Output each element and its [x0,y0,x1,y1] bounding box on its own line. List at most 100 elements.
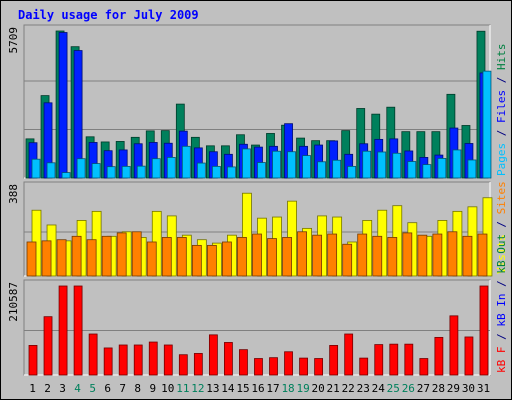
bar-kb-f [118,344,128,376]
bar-sites [131,231,142,277]
bar-sites [146,241,157,277]
x-tick-label: 10 [161,382,174,395]
x-tick-label: 25 [387,382,400,395]
bar-kb-f [449,315,459,376]
bar-sites [116,232,127,277]
x-tick-label: 5 [89,382,96,395]
bar-sites [327,233,338,277]
bar-kb-f [43,316,53,376]
bar-kb-f [464,336,474,376]
x-tick-label: 3 [59,382,66,395]
legend-part: kB In [495,294,508,327]
legend-label: kB F / kB In / kB Out [495,234,508,373]
bar-kb-f [404,343,414,376]
panel-kbytes: 210587 kB F / kB In / kB Out [7,234,508,376]
x-tick-label: 27 [417,382,430,395]
x-tick-label: 24 [372,382,386,395]
x-tick-label: 15 [236,382,249,395]
bar-pages [377,151,387,179]
bar-sites [206,244,217,277]
bar-pages [76,158,86,179]
bar-pages [31,158,41,179]
x-tick-label: 18 [281,382,294,395]
bar-kb-f [284,351,293,376]
bar-sites [477,233,488,277]
bar-files [58,32,68,179]
x-tick-label: 1 [29,382,36,395]
legend-part: Hits [495,44,508,71]
bar-pages [407,161,417,179]
x-tick-label: 29 [447,382,460,395]
bar-pages [181,145,191,179]
bar-pages [272,150,281,179]
legend-part: / [495,327,508,347]
bar-pages [302,155,311,179]
bar-pages [467,159,477,179]
bar-kb-f [73,285,83,376]
bar-pages [332,159,342,179]
bar-sites [372,235,383,277]
x-tick-label: 9 [149,382,156,395]
bar-kb-f [479,285,489,376]
bar-sites [357,233,368,277]
bar-kb-f [163,344,173,376]
panel-hits-files-pages: 5709 Pages / Files / Hits [7,24,508,179]
bar-pages [287,151,296,179]
bar-kb-f [178,354,188,376]
x-tick-label: 21 [327,382,340,395]
bar-kb-f [88,333,98,376]
bar-kb-f [389,343,399,376]
bar-kb-f [359,357,369,376]
legend-part: / [495,70,508,90]
bar-pages [257,162,266,179]
bar-pages [211,166,221,179]
legend-part: Sites [495,181,508,214]
legend-part: / [495,274,508,294]
bar-kb-f [133,344,143,376]
bar-sites [86,239,97,277]
bar-pages [166,157,176,179]
bar-sites [267,238,277,277]
bar-sites [252,233,262,277]
x-tick-label: 6 [104,382,111,395]
bar-pages [46,162,56,179]
bar-sites [101,235,112,277]
bar-kb-f [193,353,203,376]
panel-visits-sites: 388 Visits / Sites [7,181,508,277]
legend-part: kB F [495,347,508,374]
x-tick-label: 26 [402,382,415,395]
x-tick-label: 12 [191,382,204,395]
bar-kb-f [239,349,248,376]
x-tick-label: 17 [266,382,279,395]
bar-pages [347,166,357,179]
bar-kb-f [224,342,233,376]
x-tick-label: 11 [176,382,189,395]
y-axis-max-label: 210587 [7,282,20,322]
chart-panels: 5709 Pages / Files / Hits 388 Visits / Site… [7,24,508,376]
bar-pages [61,172,71,179]
bar-kb-f [374,344,384,376]
bar-sites [387,237,398,277]
bar-pages [227,166,236,179]
x-tick-label: 22 [342,382,355,395]
bar-sites [26,241,37,277]
y-axis-max-label: 388 [7,184,20,204]
bar-pages [392,152,402,179]
legend-part: Files [495,90,508,123]
bar-sites [41,240,52,277]
bar-kb-f [58,285,68,376]
bar-sites [161,237,172,277]
bar-sites [417,234,428,277]
bar-sites [432,233,443,277]
chart-title: Daily usage for July 2009 [18,8,199,22]
bar-kb-f [103,347,113,376]
bar-kb-f [208,334,218,376]
legend-part: / [495,123,508,143]
bar-pages [196,162,206,179]
bar-pages [437,158,447,179]
legend-label: Pages / Files / Hits [495,44,508,177]
x-axis-day-labels: 1 2 3 4 5 6 7 8 9 10 11 12 13 14 15 16 17 18 19 20 21 22 23 24 2… [29,382,490,395]
bar-kb-f [269,357,278,376]
bar-pages [151,158,161,179]
